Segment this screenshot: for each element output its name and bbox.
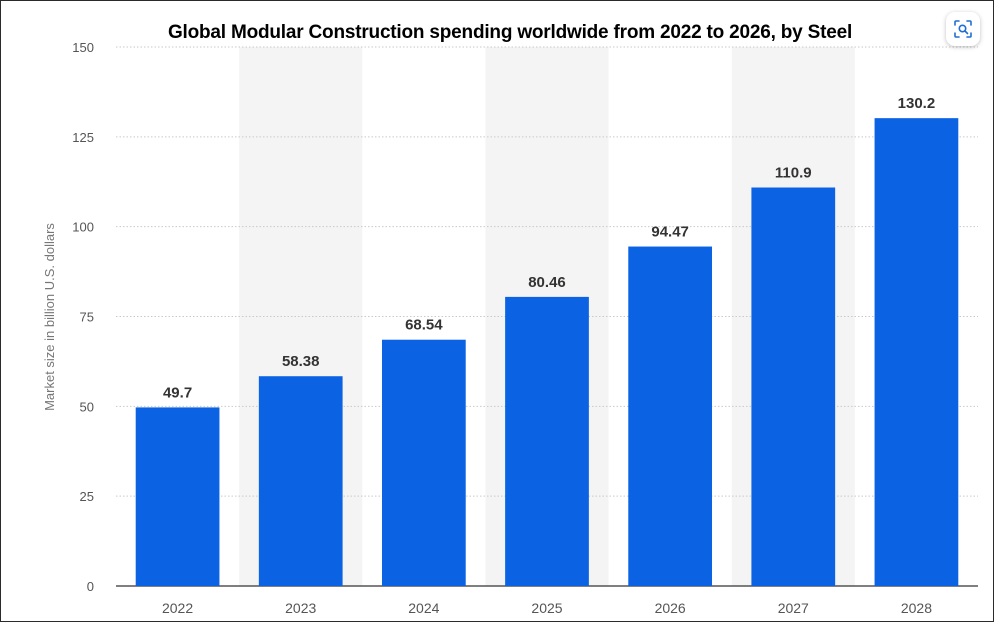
value-label: 110.9 xyxy=(775,164,812,181)
y-tick-label: 25 xyxy=(80,489,94,504)
bar-2023[interactable] xyxy=(258,376,343,586)
x-tick-label: 2023 xyxy=(285,600,316,616)
bar-2027[interactable] xyxy=(751,187,836,586)
x-tick-labels: 2022 2023 2024 2025 2026 2027 2028 xyxy=(162,600,932,616)
visual-search-icon xyxy=(954,20,972,38)
bar-2025[interactable] xyxy=(505,296,589,586)
value-label: 80.46 xyxy=(528,274,566,291)
value-label: 68.54 xyxy=(405,317,443,334)
value-label: 49.7 xyxy=(163,384,192,401)
bar-2022[interactable] xyxy=(135,407,220,586)
y-tick-label: 50 xyxy=(80,399,94,414)
x-tick-label: 2026 xyxy=(655,600,686,616)
value-label: 94.47 xyxy=(651,224,689,241)
x-tick-label: 2025 xyxy=(531,600,562,616)
value-labels: 49.7 58.38 68.54 80.46 94.47 110.9 130.2 xyxy=(163,95,935,401)
bar-2026[interactable] xyxy=(628,246,713,587)
y-tick-label: 100 xyxy=(72,220,94,235)
bar-2024[interactable] xyxy=(381,339,466,586)
x-tick-label: 2022 xyxy=(162,600,193,616)
value-label: 130.2 xyxy=(898,95,936,112)
y-tick-label: 125 xyxy=(72,130,94,145)
value-label: 58.38 xyxy=(282,353,320,370)
y-tick-label: 75 xyxy=(80,310,94,325)
visual-search-button[interactable] xyxy=(946,12,980,46)
x-tick-label: 2028 xyxy=(901,600,932,616)
y-axis-label: Market size in billion U.S. dollars xyxy=(42,223,57,411)
bars xyxy=(135,118,959,587)
y-tick-label: 0 xyxy=(87,579,94,594)
x-tick-label: 2027 xyxy=(778,600,809,616)
x-tick-label: 2024 xyxy=(408,600,439,616)
y-tick-labels: 0 25 50 75 100 125 150 xyxy=(72,40,94,594)
y-tick-label: 150 xyxy=(72,40,94,55)
chart-title: Global Modular Construction spending wor… xyxy=(167,22,853,43)
bar-2028[interactable] xyxy=(874,118,959,586)
